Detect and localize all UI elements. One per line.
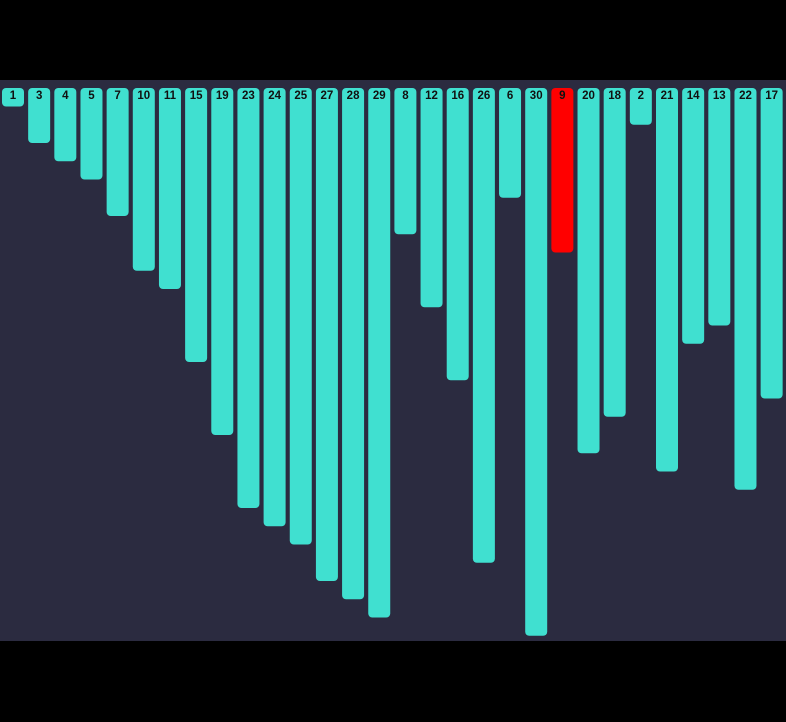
bar-chart: 1 3 4 5 7 10 11 15 19 23 24 25 27 28 29 8 12 16 26 6 30 9 20 18…: [2, 88, 783, 636]
bar: [682, 88, 705, 344]
bar: [420, 88, 443, 308]
bar: [315, 88, 338, 581]
bar-value-label: 8: [402, 90, 409, 102]
bar: [132, 88, 155, 271]
bar: [2, 88, 24, 107]
bar: [656, 88, 678, 472]
bar-value-label: 14: [687, 90, 700, 102]
bar-value-label: 16: [451, 90, 464, 102]
bar-highlighted: [551, 88, 574, 253]
bar: [80, 88, 103, 180]
bar-value-label: 24: [268, 90, 281, 102]
bar-value-label: 21: [661, 90, 674, 102]
bar-value-label: 25: [294, 90, 307, 102]
bar: [289, 88, 312, 545]
bar-value-label: 13: [713, 90, 726, 102]
bar-value-label: 23: [242, 90, 255, 102]
bar-value-label: 27: [321, 90, 334, 102]
bar-value-label: 17: [765, 90, 778, 102]
bar-value-label: 3: [36, 90, 42, 102]
bar: [734, 88, 757, 490]
bar: [577, 88, 600, 454]
bar: [629, 88, 652, 125]
bar-value-label: 18: [608, 90, 621, 102]
bar-value-label: 30: [530, 90, 543, 102]
bar: [394, 88, 417, 235]
bar: [185, 88, 208, 362]
bar: [106, 88, 129, 216]
bar: [499, 88, 522, 198]
bar-value-label: 29: [373, 90, 386, 102]
bar: [28, 88, 51, 143]
bar: [342, 88, 365, 600]
bar-value-label: 2: [638, 90, 644, 102]
bar: [263, 88, 286, 527]
bar: [708, 88, 731, 326]
bar: [603, 88, 626, 417]
bar-value-label: 26: [477, 90, 490, 102]
bar-value-label: 28: [347, 90, 360, 102]
bar: [158, 88, 181, 289]
bar-value-label: 19: [216, 90, 229, 102]
bar-value-label: 22: [739, 90, 752, 102]
bar: [368, 88, 391, 618]
bar: [211, 88, 234, 435]
bar-value-label: 1: [10, 90, 17, 102]
bar: [472, 88, 495, 563]
bar-value-label: 20: [582, 90, 595, 102]
bar-value-label: 6: [507, 90, 513, 102]
bar-value-label: 12: [425, 90, 438, 102]
bar: [446, 88, 469, 381]
bar-value-label: 10: [137, 90, 150, 102]
bar-value-label: 5: [88, 90, 95, 102]
bar: [525, 88, 548, 636]
bar-chart-area: 1 3 4 5 7 10 11 15 19 23 24 25 27 28 29 8 12 16 26 6 30 9 20 18…: [0, 80, 786, 641]
bar: [54, 88, 77, 162]
bar-value-label: 11: [164, 90, 177, 102]
bar: [237, 88, 260, 508]
bar: [760, 88, 783, 399]
bar-value-label: 4: [62, 90, 69, 102]
bar-value-label: 7: [114, 90, 120, 102]
bar-value-label: 9: [559, 90, 565, 102]
bar-value-label: 15: [190, 90, 203, 102]
